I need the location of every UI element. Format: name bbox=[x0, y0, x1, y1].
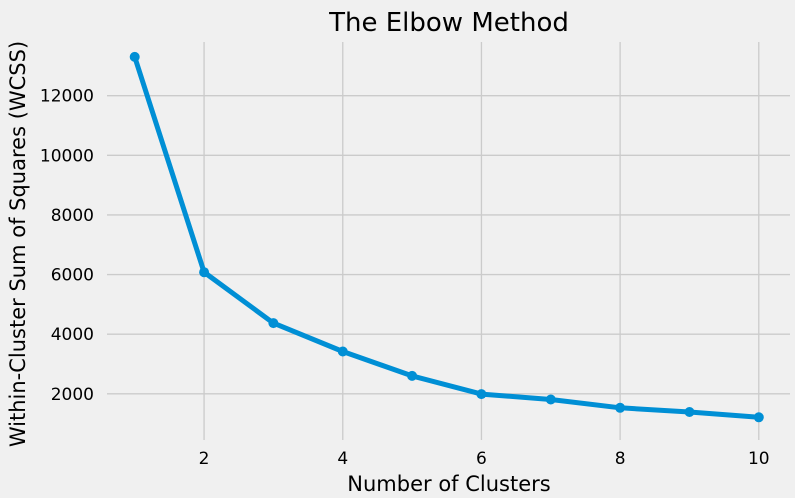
wcss-line bbox=[132, 54, 762, 420]
y-tick-labels: 2000 4000 6000 8000 10000 12000 bbox=[40, 87, 94, 405]
data-point bbox=[753, 412, 764, 423]
x-tick-label: 8 bbox=[615, 449, 626, 469]
y-tick-label: 12000 bbox=[40, 87, 94, 107]
data-point bbox=[129, 51, 140, 62]
y-tick-label: 2000 bbox=[51, 385, 94, 405]
y-tick-label: 8000 bbox=[51, 206, 94, 226]
data-point bbox=[684, 407, 695, 417]
data-point bbox=[337, 346, 348, 357]
data-point bbox=[545, 394, 556, 405]
y-tick-label: 4000 bbox=[51, 325, 94, 345]
y-tick-label: 10000 bbox=[40, 146, 94, 166]
x-tick-label: 10 bbox=[748, 449, 770, 469]
x-axis-label: Number of Clusters bbox=[347, 472, 550, 496]
data-point bbox=[407, 370, 418, 381]
y-axis-label: Within-Cluster Sum of Squares (WCSS) bbox=[6, 41, 30, 447]
series-wcss bbox=[132, 54, 762, 420]
grid bbox=[107, 42, 790, 440]
x-tick-label: 6 bbox=[476, 449, 487, 469]
data-points bbox=[129, 51, 764, 423]
x-tick-label: 4 bbox=[337, 449, 348, 469]
data-point bbox=[476, 389, 487, 400]
x-tick-label: 2 bbox=[199, 449, 210, 469]
data-point bbox=[199, 267, 210, 278]
data-point bbox=[268, 318, 279, 329]
chart-title: The Elbow Method bbox=[328, 8, 569, 38]
data-point bbox=[615, 402, 626, 413]
y-tick-label: 6000 bbox=[51, 266, 94, 286]
x-tick-labels: 2 4 6 8 10 bbox=[199, 449, 770, 469]
